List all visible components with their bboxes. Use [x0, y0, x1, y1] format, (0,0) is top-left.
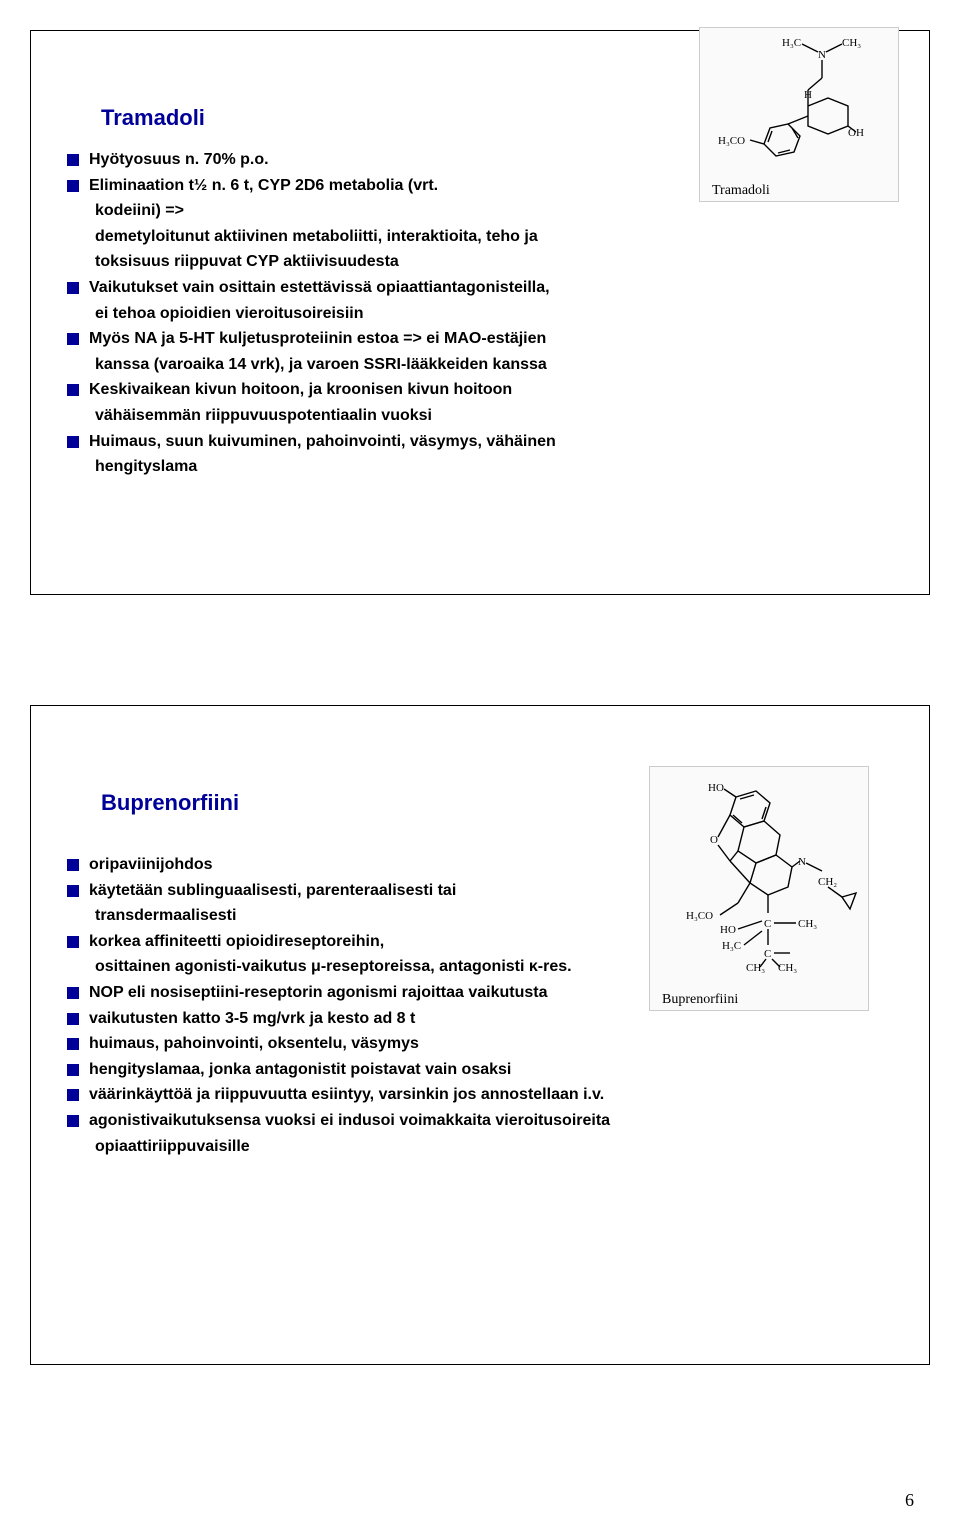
bullet-continuation: kanssa (varoaika 14 vrk), ja varoen SSRI…: [95, 354, 899, 376]
bullet-text: Hyötyosuus n. 70% p.o.: [89, 151, 269, 168]
bullet-square-icon: [67, 1089, 79, 1101]
bullet-item: Huimaus, suun kuivuminen, pahoinvointi, …: [67, 431, 899, 453]
bullet-continuation: hengityslama: [95, 456, 899, 478]
bullet-item: hengityslamaa, jonka antagonistit poista…: [67, 1059, 899, 1081]
bullet-item: agonistivaikutuksensa vuoksi ei indusoi …: [67, 1110, 899, 1132]
bullet-square-icon: [67, 1013, 79, 1025]
bullet-text: Vaikutukset vain osittain estettävissä o…: [89, 279, 550, 296]
bullet-item: oripaviinijohdos: [67, 854, 899, 876]
bullet-text: agonistivaikutuksensa vuoksi ei indusoi …: [89, 1112, 610, 1129]
bullet-item: NOP eli nosiseptiini-reseptorin agonismi…: [67, 982, 899, 1004]
svg-text:H₃CO: H₃CO: [718, 135, 745, 147]
bullet-text: korkea affiniteetti opioidireseptoreihin…: [89, 933, 384, 950]
bullet-item: Vaikutukset vain osittain estettävissä o…: [67, 277, 899, 299]
bullet-text: oripaviinijohdos: [89, 856, 213, 873]
bullet-continuation: kodeiini) =>: [95, 200, 899, 222]
bullet-item: Keskivaikean kivun hoitoon, ja kroonisen…: [67, 379, 899, 401]
bullet-text: käytetään sublinguaalisesti, parenteraal…: [89, 882, 456, 899]
bullet-text: NOP eli nosiseptiini-reseptorin agonismi…: [89, 984, 547, 1001]
svg-text:CH₃: CH₃: [798, 918, 817, 930]
bullet-text: Myös NA ja 5-HT kuljetusproteiinin estoa…: [89, 330, 546, 347]
bullet-item: Hyötyosuus n. 70% p.o.: [67, 149, 899, 171]
svg-text:O: O: [710, 834, 718, 846]
bullet-square-icon: [67, 282, 79, 294]
bullet-text: hengityslamaa, jonka antagonistit poista…: [89, 1061, 511, 1078]
slide-buprenorfiini: HO O N CH₂: [30, 705, 930, 1365]
bullet-text: Eliminaation t½ n. 6 t, CYP 2D6 metaboli…: [89, 177, 438, 194]
bullet-item: Myös NA ja 5-HT kuljetusproteiinin estoa…: [67, 328, 899, 350]
bullet-text: vaikutusten katto 3-5 mg/vrk ja kesto ad…: [89, 1010, 415, 1027]
bullet-continuation: toksisuus riippuvat CYP aktiivisuudesta: [95, 251, 899, 273]
svg-text:H₃C: H₃C: [782, 37, 801, 49]
bullet-square-icon: [67, 859, 79, 871]
bullet-square-icon: [67, 936, 79, 948]
svg-text:H₃CO: H₃CO: [686, 910, 713, 922]
bullet-text: huimaus, pahoinvointi, oksentelu, väsymy…: [89, 1035, 419, 1052]
svg-text:N: N: [818, 49, 826, 61]
svg-text:C: C: [764, 918, 771, 930]
bullet-item: väärinkäyttöä ja riippuvuutta esiintyy, …: [67, 1084, 899, 1106]
bullet-continuation: opiaattiriippuvaisille: [95, 1136, 899, 1158]
bullet-square-icon: [67, 436, 79, 448]
page: H₃C CH₃ N H OH: [0, 30, 960, 1531]
bullet-square-icon: [67, 885, 79, 897]
bullet-square-icon: [67, 154, 79, 166]
bullet-square-icon: [67, 180, 79, 192]
bullet-item: käytetään sublinguaalisesti, parenteraal…: [67, 880, 899, 902]
bullet-square-icon: [67, 1038, 79, 1050]
bullet-text: väärinkäyttöä ja riippuvuutta esiintyy, …: [89, 1086, 604, 1103]
bullet-square-icon: [67, 987, 79, 999]
bullet-square-icon: [67, 1064, 79, 1076]
slide-tramadoli: H₃C CH₃ N H OH: [30, 30, 930, 595]
svg-text:HO: HO: [708, 782, 724, 794]
bullet-continuation: ei tehoa opioidien vieroitusoireisiin: [95, 303, 899, 325]
bullet-continuation: demetyloitunut aktiivinen metaboliitti, …: [95, 226, 899, 248]
bullet-item: huimaus, pahoinvointi, oksentelu, väsymy…: [67, 1033, 899, 1055]
bullet-text: Keskivaikean kivun hoitoon, ja kroonisen…: [89, 381, 512, 398]
bullet-item: korkea affiniteetti opioidireseptoreihin…: [67, 931, 899, 953]
svg-text:CH₃: CH₃: [778, 962, 797, 974]
bullet-square-icon: [67, 1115, 79, 1127]
bullet-item: Eliminaation t½ n. 6 t, CYP 2D6 metaboli…: [67, 175, 899, 197]
svg-text:CH₃: CH₃: [842, 37, 861, 49]
bullet-continuation: vähäisemmän riippuvuuspotentiaalin vuoks…: [95, 405, 899, 427]
bullet-item: vaikutusten katto 3-5 mg/vrk ja kesto ad…: [67, 1008, 899, 1030]
svg-text:OH: OH: [848, 127, 864, 139]
buprenorfiini-svg: HO O N CH₂: [650, 767, 870, 987]
bullet-square-icon: [67, 333, 79, 345]
bullet-square-icon: [67, 384, 79, 396]
bullet-text: Huimaus, suun kuivuminen, pahoinvointi, …: [89, 433, 556, 450]
